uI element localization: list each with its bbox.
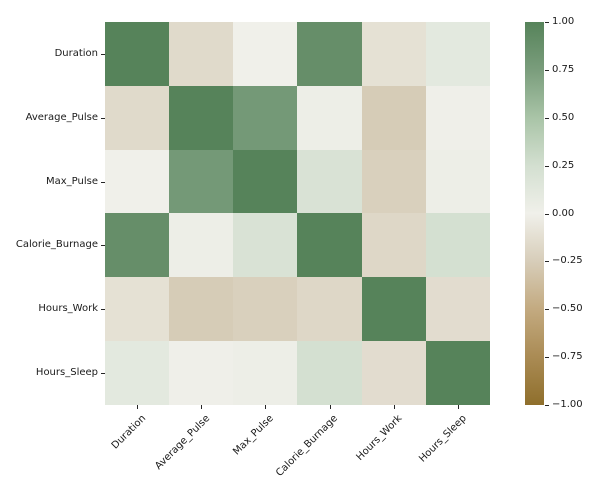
x-tick-mark bbox=[137, 405, 139, 409]
heatmap-cell-Hours_Sleep-Max_Pulse bbox=[233, 341, 298, 405]
y-tick-label: Max_Pulse bbox=[45, 175, 98, 187]
heatmap-cell-Average_Pulse-Duration bbox=[105, 85, 170, 150]
colorbar-tick-label: 1.00 bbox=[552, 16, 575, 27]
colorbar-tick-label: 0.25 bbox=[552, 159, 575, 171]
y-tick-label: Hours_Sleep bbox=[35, 367, 98, 379]
x-tick-mark bbox=[201, 405, 203, 409]
heatmap-cell-Max_Pulse-Average_Pulse bbox=[169, 149, 234, 214]
colorbar-tick-label: −0.25 bbox=[552, 255, 583, 267]
heatmap-cell-Hours_Work-Calorie_Burnage bbox=[297, 277, 362, 342]
heatmap-cell-Duration-Duration bbox=[105, 22, 170, 86]
y-tick-mark bbox=[101, 53, 105, 55]
colorbar-tick-mark bbox=[545, 213, 549, 215]
y-tick-label: Average_Pulse bbox=[25, 111, 98, 123]
colorbar-tick-mark bbox=[545, 22, 549, 23]
y-tick-mark bbox=[101, 117, 105, 119]
x-tick-label-text: Average_Pulse bbox=[153, 413, 213, 472]
heatmap-cell-Max_Pulse-Hours_Work bbox=[361, 149, 426, 214]
heatmap-cell-Calorie_Burnage-Calorie_Burnage bbox=[297, 213, 362, 278]
x-tick-label-text: Max_Pulse bbox=[231, 413, 277, 458]
heatmap-cell-Max_Pulse-Duration bbox=[105, 149, 170, 214]
y-tick-mark bbox=[101, 309, 105, 311]
colorbar-tick-label: −0.75 bbox=[552, 351, 583, 363]
colorbar-gradient bbox=[525, 22, 544, 405]
heatmap-cell-Max_Pulse-Calorie_Burnage bbox=[297, 149, 362, 214]
heatmap-cell-Max_Pulse-Max_Pulse bbox=[233, 149, 298, 214]
x-tick-mark bbox=[329, 405, 331, 409]
x-tick-mark bbox=[265, 405, 267, 409]
colorbar-tick-label: −1.00 bbox=[552, 399, 583, 410]
heatmap-cell-Duration-Hours_Work bbox=[361, 22, 426, 86]
colorbar-tick-label: 0.75 bbox=[552, 63, 575, 75]
x-tick-label-text: Calorie_Burnage bbox=[274, 413, 341, 479]
heatmap-cell-Hours_Sleep-Hours_Work bbox=[361, 341, 426, 405]
y-tick-label: Hours_Work bbox=[38, 303, 98, 315]
heatmap-cell-Duration-Average_Pulse bbox=[169, 22, 234, 86]
x-tick-label-text: Hours_Sleep bbox=[417, 413, 469, 465]
heatmap-cell-Average_Pulse-Max_Pulse bbox=[233, 85, 298, 150]
x-tick-label-text: Hours_Work bbox=[354, 413, 405, 463]
heatmap-cell-Hours_Work-Hours_Work bbox=[361, 277, 426, 342]
heatmap-cell-Hours_Sleep-Duration bbox=[105, 341, 170, 405]
y-tick-label: Calorie_Burnage bbox=[15, 239, 98, 251]
colorbar-tick-mark bbox=[545, 117, 549, 119]
heatmap-cell-Duration-Calorie_Burnage bbox=[297, 22, 362, 86]
heatmap-cell-Max_Pulse-Hours_Sleep bbox=[425, 149, 490, 214]
x-tick-mark bbox=[393, 405, 395, 409]
y-tick-mark bbox=[101, 181, 105, 183]
heatmap-cell-Hours_Work-Hours_Sleep bbox=[425, 277, 490, 342]
heatmap-cell-Hours_Sleep-Average_Pulse bbox=[169, 341, 234, 405]
heatmap-cell-Average_Pulse-Hours_Work bbox=[361, 85, 426, 150]
colorbar-tick-label: 0.50 bbox=[552, 111, 575, 123]
heatmap-cell-Hours_Work-Average_Pulse bbox=[169, 277, 234, 342]
heatmap-cell-Average_Pulse-Average_Pulse bbox=[169, 85, 234, 150]
colorbar-tick-mark bbox=[545, 261, 549, 263]
x-tick-mark bbox=[457, 405, 459, 409]
y-tick-label: Duration bbox=[54, 47, 98, 59]
y-tick-mark bbox=[101, 373, 105, 375]
colorbar-tick-mark bbox=[545, 405, 549, 406]
colorbar-tick-mark bbox=[545, 69, 549, 71]
heatmap-cell-Average_Pulse-Hours_Sleep bbox=[425, 85, 490, 150]
heatmap-cell-Calorie_Burnage-Duration bbox=[105, 213, 170, 278]
colorbar-tick-label: −0.50 bbox=[552, 303, 583, 315]
y-tick-mark bbox=[101, 245, 105, 247]
colorbar-tick-label: 0.00 bbox=[552, 207, 575, 219]
heatmap-cell-Calorie_Burnage-Hours_Work bbox=[361, 213, 426, 278]
heatmap-cell-Hours_Work-Duration bbox=[105, 277, 170, 342]
heatmap-cell-Duration-Hours_Sleep bbox=[425, 22, 490, 86]
colorbar-tick-mark bbox=[545, 309, 549, 311]
x-tick-label-text: Duration bbox=[109, 413, 148, 452]
heatmap-cell-Calorie_Burnage-Max_Pulse bbox=[233, 213, 298, 278]
heatmap-cell-Hours_Sleep-Calorie_Burnage bbox=[297, 341, 362, 405]
colorbar-tick-mark bbox=[545, 165, 549, 167]
heatmap-grid bbox=[105, 22, 490, 405]
heatmap-cell-Duration-Max_Pulse bbox=[233, 22, 298, 86]
heatmap-cell-Calorie_Burnage-Average_Pulse bbox=[169, 213, 234, 278]
heatmap-cell-Average_Pulse-Calorie_Burnage bbox=[297, 85, 362, 150]
heatmap-cell-Calorie_Burnage-Hours_Sleep bbox=[425, 213, 490, 278]
colorbar-tick-mark bbox=[545, 357, 549, 359]
heatmap-cell-Hours_Sleep-Hours_Sleep bbox=[425, 341, 490, 405]
heatmap-cell-Hours_Work-Max_Pulse bbox=[233, 277, 298, 342]
